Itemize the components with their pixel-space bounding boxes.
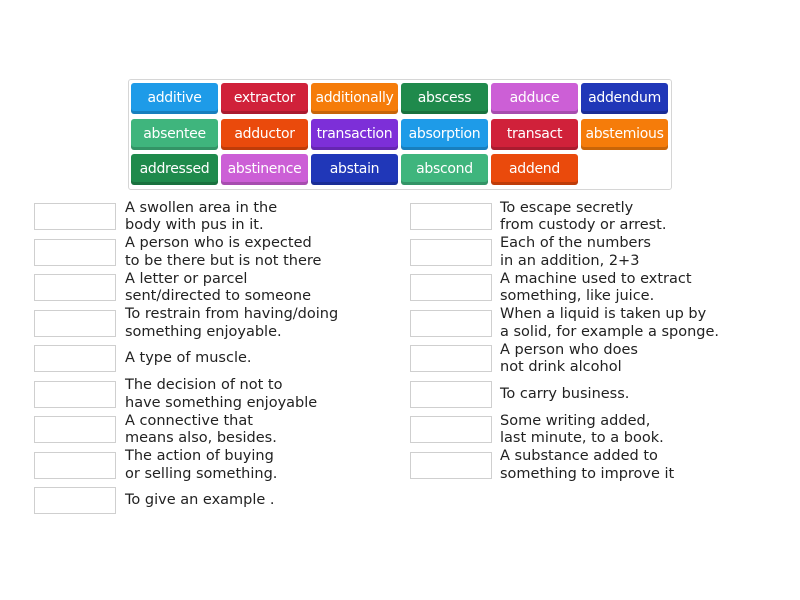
answer-drop-slot[interactable] [410,238,492,266]
word-tile[interactable]: absorption [401,118,488,150]
word-tile[interactable]: transaction [311,118,398,150]
clue-text: A connective that means also, besides. [125,412,277,447]
clue-text: A machine used to extract something, lik… [500,270,692,305]
answer-drop-slot[interactable] [34,309,116,337]
answer-drop-slot[interactable] [410,416,492,443]
clue-text: When a liquid is taken up by a solid, fo… [500,306,720,340]
word-tile[interactable]: adductor [221,118,308,150]
clue-text: A person who is expected to be there but… [125,235,322,269]
clue-text: To restrain from having/doing something … [125,306,339,340]
word-tile[interactable]: abscond [401,154,488,185]
clue-text: To carry business. [500,385,630,402]
clue-text: A person who does not drink alcohol [500,341,638,376]
answer-drop-slot[interactable] [410,451,492,479]
word-tile[interactable]: addendum [581,83,668,114]
answer-drop-slot[interactable] [410,203,492,230]
word-bank: additive extractor additionally abscess addu… [128,79,672,190]
word-tile[interactable]: adduce [491,83,578,114]
answer-drop-slot[interactable] [410,274,492,301]
clue-text: A substance added to something to improv… [500,448,675,482]
word-tile[interactable]: additive [131,83,218,114]
clue-text: A swollen area in the body with pus in i… [125,199,278,234]
answer-drop-slot[interactable] [34,451,116,479]
answer-drop-slot[interactable] [34,487,116,514]
word-tile[interactable]: addressed [131,154,218,185]
answer-drop-slot[interactable] [34,345,116,372]
answer-drop-slot[interactable] [410,380,492,408]
clue-text: To escape secretly from custody or arres… [500,199,667,234]
clue-text: The action of buying or selling somethin… [125,448,278,482]
clue-text: Each of the numbers in an addition, 2+3 [500,235,651,269]
clue-text: A letter or parcel sent/directed to some… [125,270,312,305]
answer-drop-slot[interactable] [34,380,116,408]
clue-text: To give an example . [125,492,275,509]
answer-drop-slot[interactable] [34,238,116,266]
word-tile[interactable]: absentee [131,118,218,150]
word-tile[interactable]: abscess [401,83,488,114]
word-tile[interactable]: abstemious [581,118,668,150]
answer-drop-slot[interactable] [34,416,116,443]
word-tile[interactable]: extractor [221,83,308,114]
answer-drop-slot[interactable] [410,345,492,372]
clue-text: The decision of not to have something en… [125,377,318,411]
answer-drop-slot[interactable] [34,203,116,230]
word-tile[interactable]: additionally [311,83,398,114]
clue-text: A type of muscle. [125,350,252,367]
word-tile[interactable]: abstinence [221,154,308,185]
word-tile[interactable]: abstain [311,154,398,185]
answer-drop-slot[interactable] [34,274,116,301]
word-tile[interactable]: transact [491,118,578,150]
word-tile[interactable]: addend [491,154,578,185]
clue-text: Some writing added, last minute, to a bo… [500,412,664,447]
answer-drop-slot[interactable] [410,309,492,337]
